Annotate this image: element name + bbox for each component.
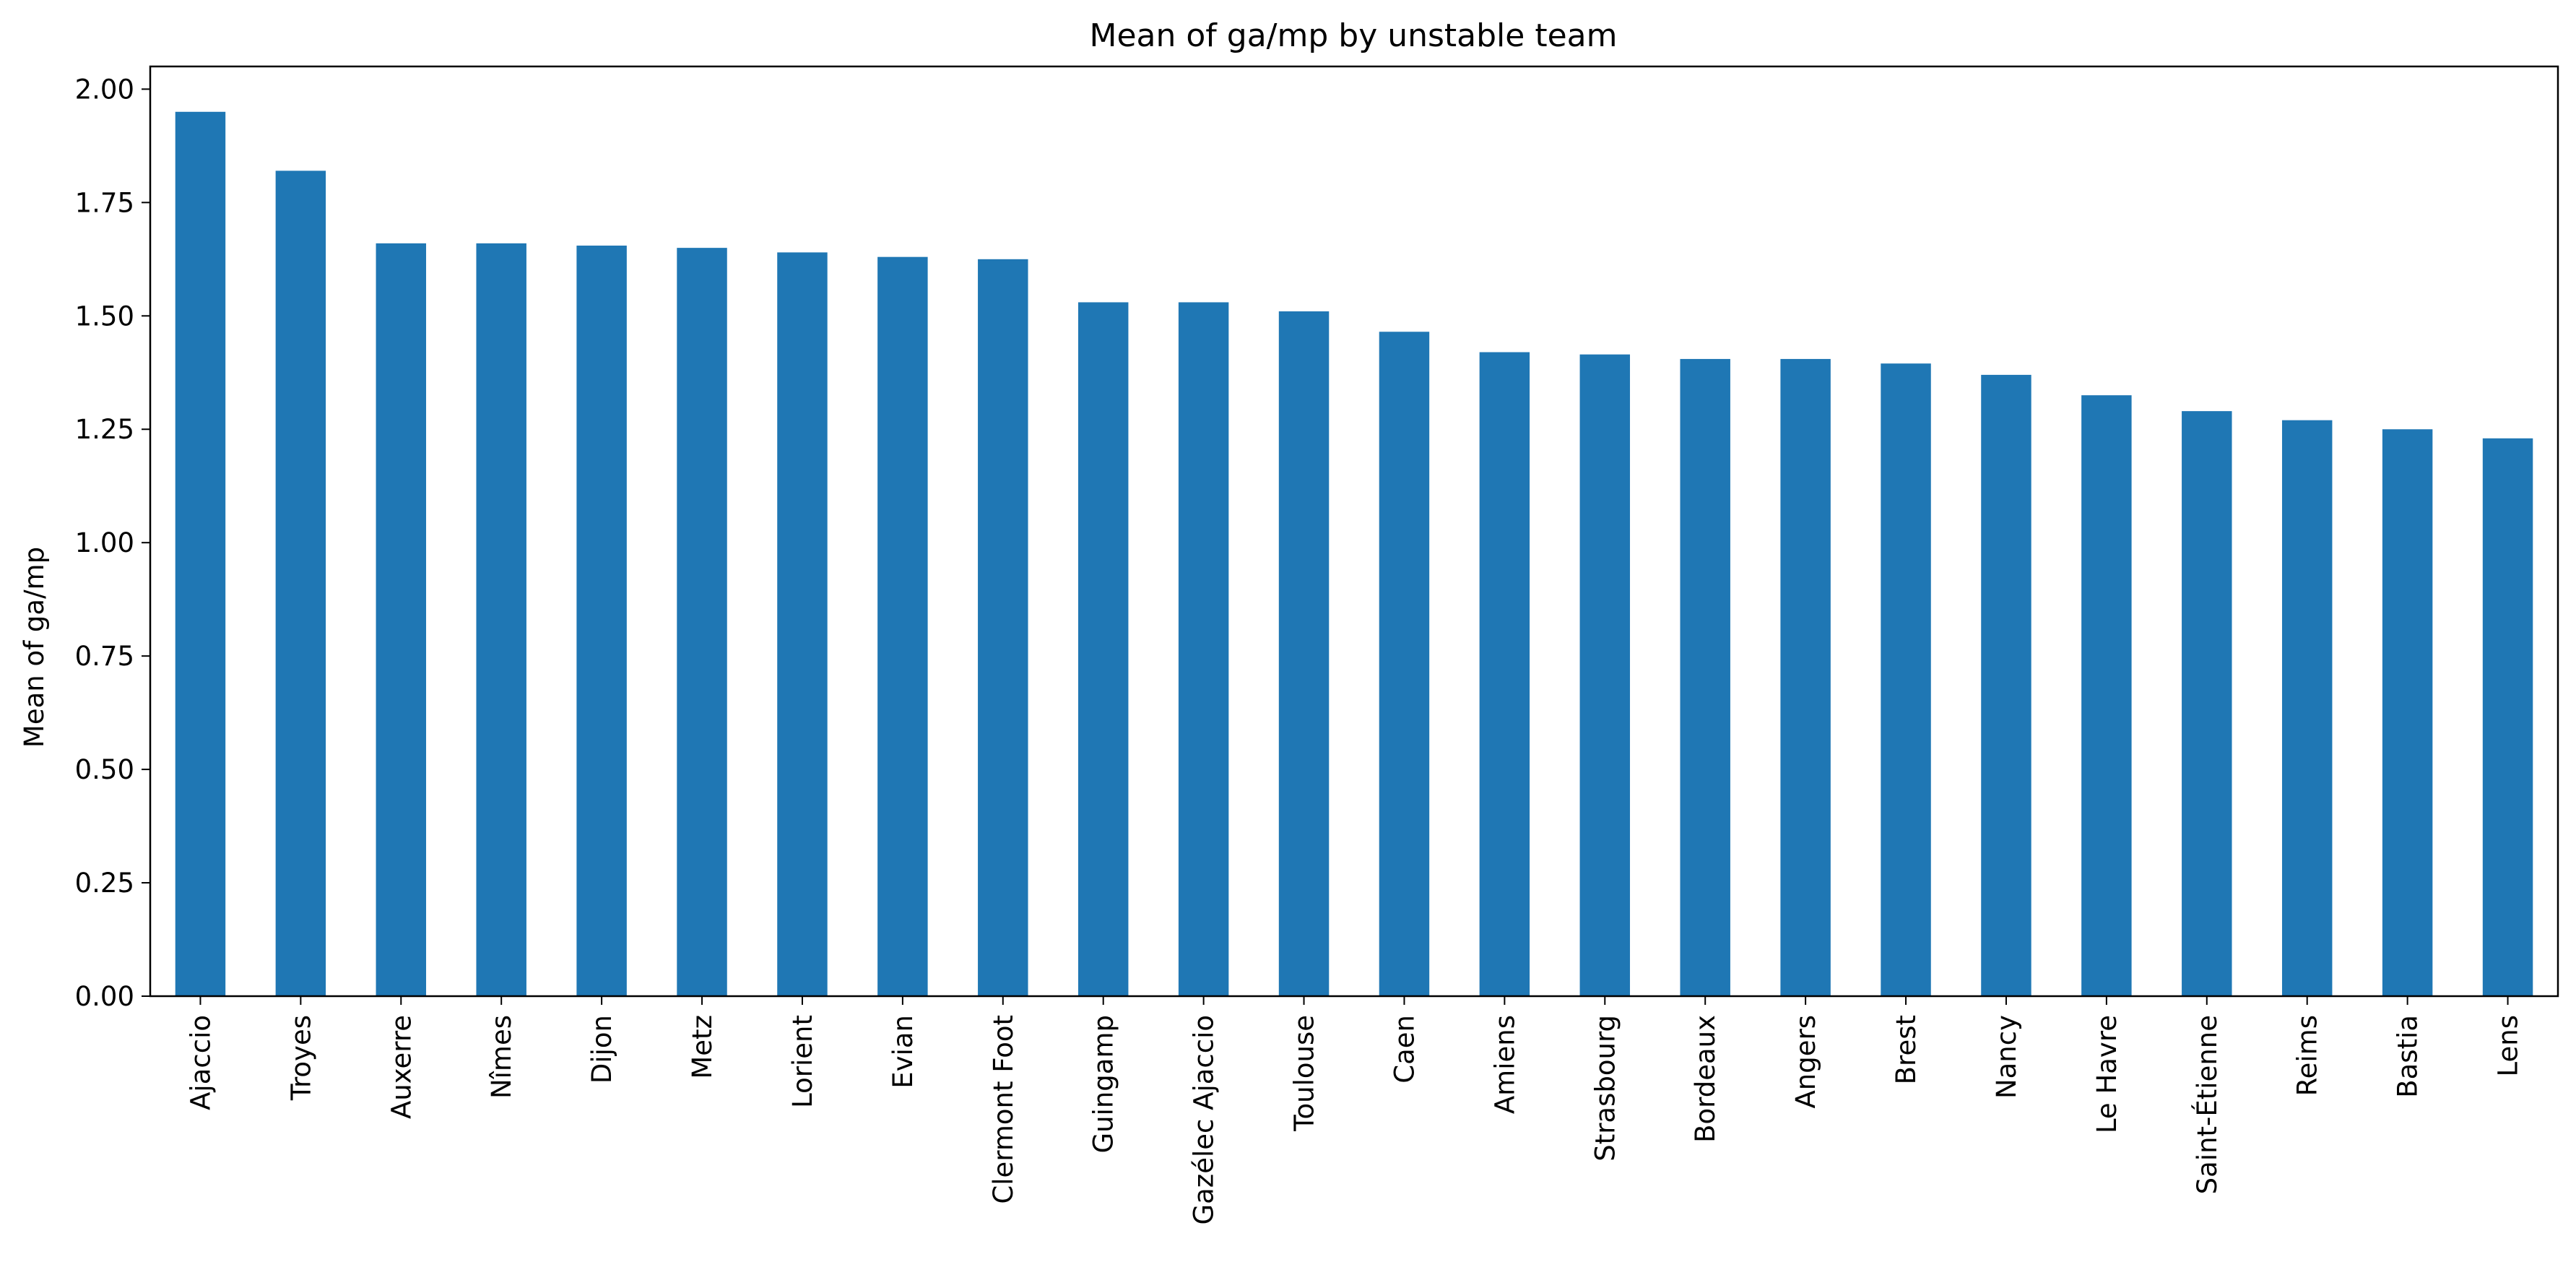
bar xyxy=(777,252,828,996)
bar xyxy=(576,245,627,997)
x-tick-label: Ajaccio xyxy=(185,1015,216,1110)
x-tick-label: Strasbourg xyxy=(1590,1015,1621,1162)
bar xyxy=(877,256,928,996)
x-tick-label: Nîmes xyxy=(486,1015,517,1099)
x-tick-label: Lens xyxy=(2493,1015,2524,1076)
bar xyxy=(1479,352,1530,996)
bar xyxy=(1379,332,1430,996)
x-tick-label: Nancy xyxy=(1991,1015,2022,1099)
x-tick-label: Clermont Foot xyxy=(988,1015,1019,1204)
y-tick-label: 0.75 xyxy=(75,641,134,672)
x-tick-label: Caen xyxy=(1389,1015,1420,1084)
bar xyxy=(476,243,526,997)
x-tick-label: Reims xyxy=(2292,1015,2323,1096)
x-axis-ticks: Ajaccio Troyes Auxerre Nîmes Dijon Metz Lorien… xyxy=(185,996,2524,1225)
bar xyxy=(2482,438,2533,996)
x-tick-label: Gazélec Ajaccio xyxy=(1189,1015,1220,1225)
y-axis-ticks: 0.00 0.25 0.50 0.75 1.00 1.25 1.50 1.75 2.00 xyxy=(75,74,150,1012)
x-tick-label: Lorient xyxy=(787,1015,818,1108)
x-tick-label: Le Havre xyxy=(2091,1015,2122,1133)
bar xyxy=(978,259,1028,996)
bar xyxy=(376,243,427,997)
bar xyxy=(677,248,727,996)
bar xyxy=(2382,429,2433,996)
plot-frame xyxy=(149,65,2559,998)
x-tick-label: Auxerre xyxy=(386,1015,417,1119)
bar xyxy=(175,111,226,996)
x-tick-label: Bastia xyxy=(2393,1015,2424,1098)
x-tick-label: Angers xyxy=(1790,1015,1821,1109)
bar xyxy=(1077,302,1129,997)
y-tick-label: 1.00 xyxy=(75,527,134,558)
x-tick-label: Amiens xyxy=(1489,1015,1520,1114)
bar xyxy=(1579,354,1631,996)
x-tick-label: Brest xyxy=(1891,1015,1922,1084)
y-tick-label: 1.25 xyxy=(75,414,134,445)
bar xyxy=(2281,420,2333,996)
bars-group xyxy=(175,111,2533,997)
y-tick-label: 0.25 xyxy=(75,868,134,899)
bar xyxy=(1278,311,1330,996)
bar xyxy=(1981,374,2031,996)
y-axis-label: Mean of ga/mp xyxy=(19,547,50,748)
y-tick-label: 2.00 xyxy=(75,74,134,105)
x-tick-label: Evian xyxy=(888,1015,919,1089)
x-tick-label: Toulouse xyxy=(1289,1015,1320,1132)
y-tick-label: 0.00 xyxy=(75,981,134,1012)
bar xyxy=(1881,363,1931,997)
bar xyxy=(1780,358,1831,996)
y-tick-label: 1.50 xyxy=(75,301,134,332)
bar xyxy=(275,170,326,996)
x-tick-label: Metz xyxy=(687,1015,718,1079)
x-tick-label: Dijon xyxy=(586,1015,617,1084)
bar xyxy=(1178,302,1229,997)
x-tick-label: Guingamp xyxy=(1088,1015,1119,1154)
y-tick-label: 1.75 xyxy=(75,187,134,218)
bar xyxy=(1680,358,1730,996)
bar xyxy=(2182,411,2232,996)
x-tick-label: Troyes xyxy=(285,1015,316,1101)
x-tick-label: Saint-Étienne xyxy=(2191,1015,2223,1194)
bar xyxy=(2081,395,2132,996)
chart-title: Mean of ga/mp by unstable team xyxy=(1090,17,1618,54)
x-tick-label: Bordeaux xyxy=(1690,1015,1721,1143)
y-tick-label: 0.50 xyxy=(75,754,134,785)
